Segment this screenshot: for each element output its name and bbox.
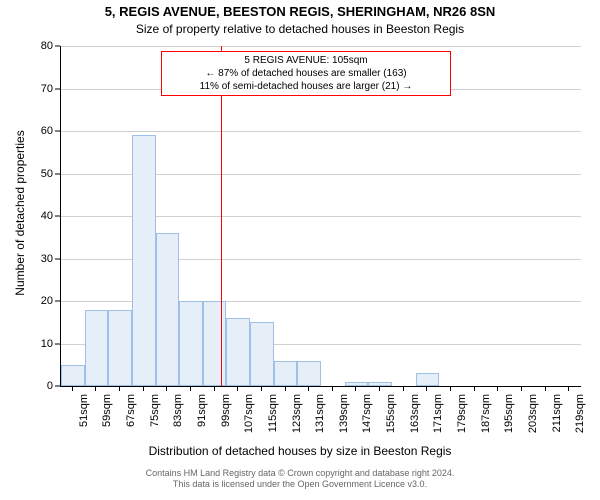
x-tick-label: 219sqm xyxy=(574,394,586,444)
x-tick xyxy=(190,386,191,391)
chart-container: 5, REGIS AVENUE, BEESTON REGIS, SHERINGH… xyxy=(0,0,600,500)
x-tick-label: 123sqm xyxy=(291,394,303,444)
x-tick-label: 179sqm xyxy=(456,394,468,444)
x-tick xyxy=(545,386,546,391)
x-tick-label: 195sqm xyxy=(503,394,515,444)
histogram-bar xyxy=(274,361,298,387)
x-tick-label: 51sqm xyxy=(78,394,90,444)
x-tick xyxy=(237,386,238,391)
y-tick xyxy=(55,88,60,89)
chart-subtitle: Size of property relative to detached ho… xyxy=(0,22,600,36)
x-tick xyxy=(308,386,309,391)
x-tick-label: 187sqm xyxy=(480,394,492,444)
chart-title: 5, REGIS AVENUE, BEESTON REGIS, SHERINGH… xyxy=(0,4,600,19)
x-tick xyxy=(474,386,475,391)
x-tick-label: 171sqm xyxy=(432,394,444,444)
histogram-bar xyxy=(416,373,440,386)
x-tick xyxy=(379,386,380,391)
histogram-bar xyxy=(203,301,227,386)
y-tick-label: 30 xyxy=(25,253,53,265)
y-tick xyxy=(55,173,60,174)
histogram-bar xyxy=(132,135,156,386)
histogram-bar xyxy=(179,301,203,386)
footer-text: Contains HM Land Registry data © Crown c… xyxy=(0,468,600,491)
annotation-box: 5 REGIS AVENUE: 105sqm ← 87% of detached… xyxy=(161,51,451,96)
histogram-bar xyxy=(250,322,274,386)
reference-line xyxy=(221,46,222,386)
x-tick-label: 211sqm xyxy=(551,394,563,444)
annotation-line-2: ← 87% of detached houses are smaller (16… xyxy=(168,67,444,80)
x-tick xyxy=(332,386,333,391)
x-tick-label: 115sqm xyxy=(267,394,279,444)
y-tick-label: 0 xyxy=(25,380,53,392)
histogram-bar xyxy=(297,361,321,387)
y-tick-label: 40 xyxy=(25,210,53,222)
x-tick xyxy=(450,386,451,391)
y-tick xyxy=(55,343,60,344)
y-tick xyxy=(55,386,60,387)
x-tick xyxy=(95,386,96,391)
x-tick xyxy=(166,386,167,391)
x-tick xyxy=(143,386,144,391)
y-tick-label: 10 xyxy=(25,338,53,350)
histogram-bar xyxy=(61,365,85,386)
x-tick-label: 83sqm xyxy=(172,394,184,444)
x-tick xyxy=(568,386,569,391)
y-tick-label: 60 xyxy=(25,125,53,137)
y-tick-label: 70 xyxy=(25,83,53,95)
x-tick-label: 99sqm xyxy=(220,394,232,444)
x-tick xyxy=(261,386,262,391)
x-tick-label: 155sqm xyxy=(385,394,397,444)
x-tick-label: 107sqm xyxy=(243,394,255,444)
y-tick xyxy=(55,46,60,47)
histogram-bar xyxy=(85,310,109,387)
x-axis-label: Distribution of detached houses by size … xyxy=(0,444,600,458)
y-tick xyxy=(55,258,60,259)
x-tick-label: 91sqm xyxy=(196,394,208,444)
x-tick-label: 203sqm xyxy=(527,394,539,444)
x-tick xyxy=(497,386,498,391)
histogram-bar xyxy=(368,382,392,386)
y-tick-label: 80 xyxy=(25,40,53,52)
x-tick-label: 131sqm xyxy=(314,394,326,444)
x-tick xyxy=(119,386,120,391)
y-gridline xyxy=(61,46,581,47)
x-tick-label: 139sqm xyxy=(338,394,350,444)
histogram-bar xyxy=(108,310,132,387)
x-tick xyxy=(521,386,522,391)
x-tick-label: 67sqm xyxy=(125,394,137,444)
y-tick xyxy=(55,301,60,302)
x-tick xyxy=(72,386,73,391)
x-tick-label: 163sqm xyxy=(409,394,421,444)
x-tick xyxy=(403,386,404,391)
x-tick xyxy=(285,386,286,391)
x-tick-label: 75sqm xyxy=(149,394,161,444)
y-tick-label: 50 xyxy=(25,168,53,180)
plot-area: 5 REGIS AVENUE: 105sqm ← 87% of detached… xyxy=(60,46,581,387)
annotation-line-1: 5 REGIS AVENUE: 105sqm xyxy=(168,54,444,67)
y-gridline xyxy=(61,131,581,132)
x-tick xyxy=(355,386,356,391)
annotation-line-3: 11% of semi-detached houses are larger (… xyxy=(168,80,444,93)
histogram-bar xyxy=(156,233,180,386)
y-tick-label: 20 xyxy=(25,295,53,307)
x-tick xyxy=(214,386,215,391)
y-tick xyxy=(55,131,60,132)
x-tick-label: 59sqm xyxy=(101,394,113,444)
histogram-bar xyxy=(226,318,250,386)
x-tick xyxy=(426,386,427,391)
x-tick-label: 147sqm xyxy=(361,394,373,444)
y-tick xyxy=(55,216,60,217)
